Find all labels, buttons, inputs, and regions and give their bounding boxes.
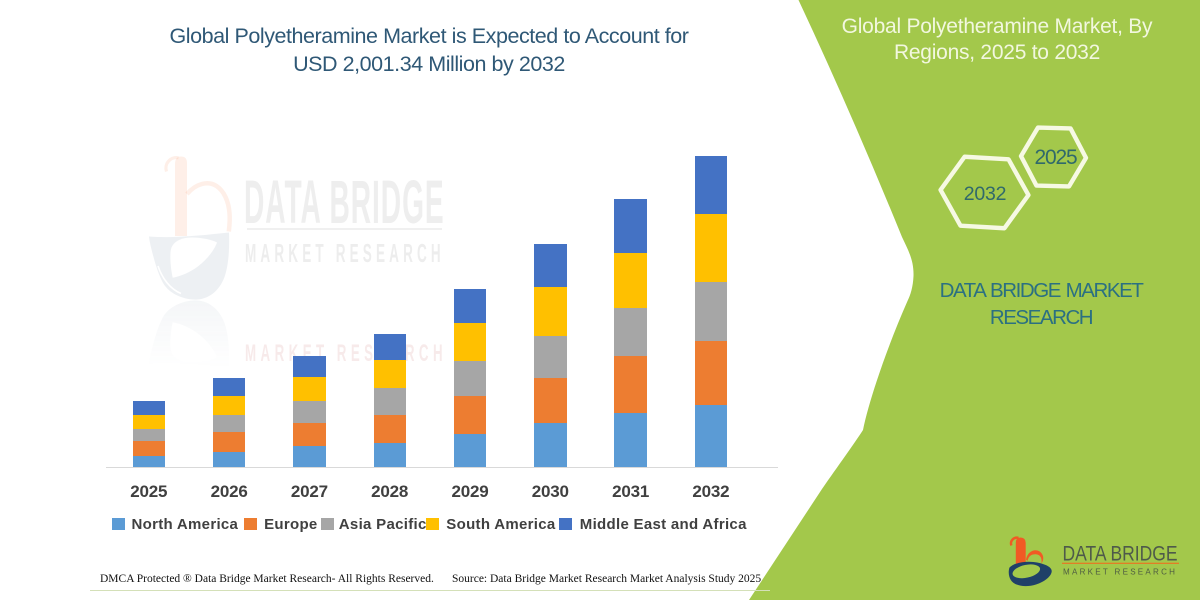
- svg-text:2032: 2032: [964, 183, 1007, 205]
- svg-text:2025: 2025: [1035, 146, 1077, 169]
- svg-text:M A R K E T R E S E A R C H: M A R K E T R E S E A R C H: [1063, 568, 1175, 577]
- svg-text:DATA BRIDGE: DATA BRIDGE: [1063, 543, 1178, 566]
